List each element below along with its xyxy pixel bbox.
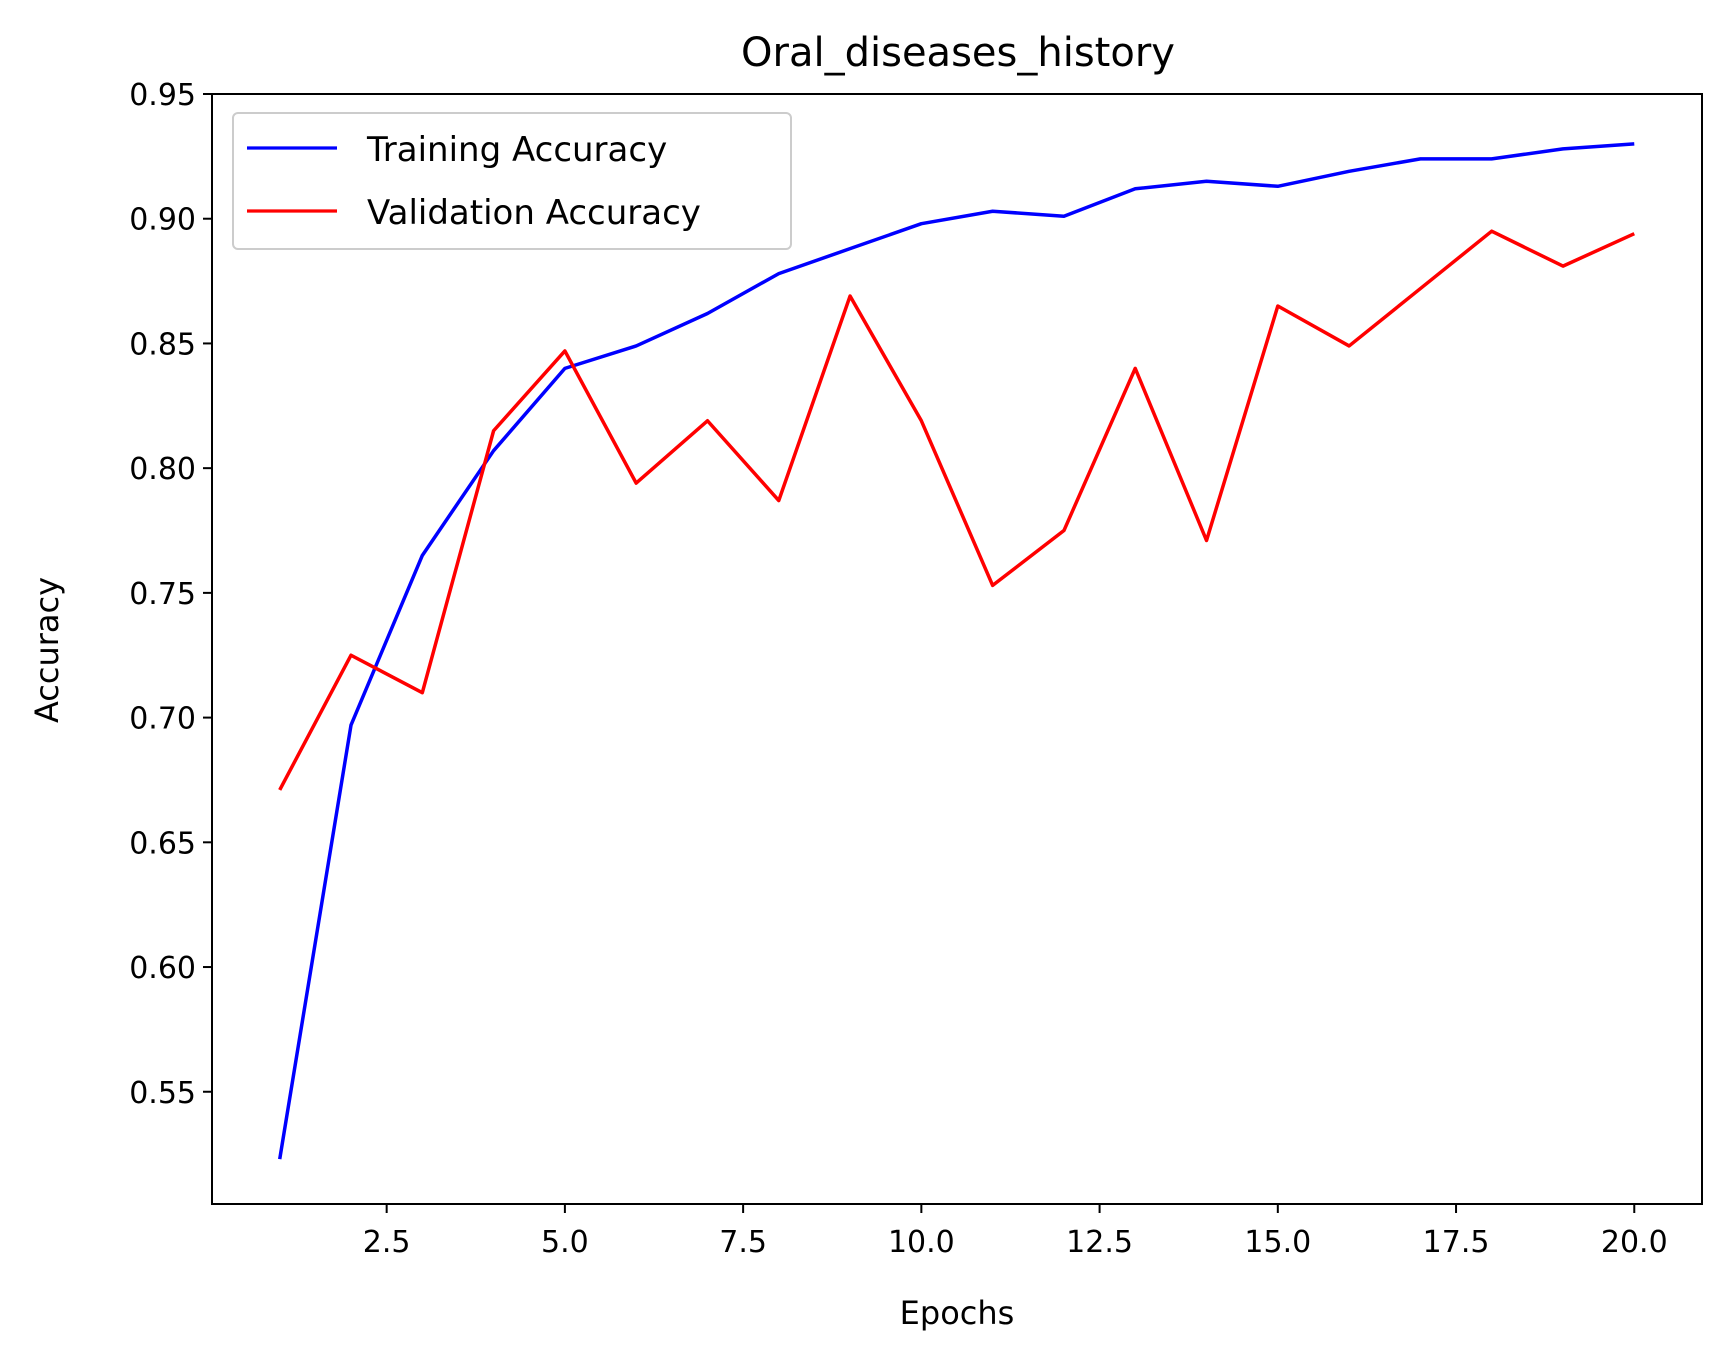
x-tick-label: 2.5 [363,1225,411,1260]
chart-title: Oral_diseases_history [741,30,1175,76]
legend-label-training-accuracy: Training Accuracy [366,130,667,170]
y-axis-label: Accuracy [28,577,66,723]
y-axis: 0.55 0.60 0.65 0.70 0.75 0.80 0.85 0.90 0.95 [129,78,212,1111]
y-tick-label: 0.70 [129,702,196,737]
x-axis-label: Epochs [900,1294,1015,1332]
legend: Training Accuracy Validation Accuracy [232,112,792,250]
x-axis: 2.5 5.0 7.5 10.0 12.5 15.0 17.5 20.0 [363,1204,1668,1260]
x-tick-label: 15.0 [1244,1225,1311,1260]
legend-label-validation-accuracy: Validation Accuracy [367,193,701,233]
x-tick-label: 5.0 [541,1225,589,1260]
x-tick-label: 7.5 [719,1225,767,1260]
series-line-validation-accuracy [278,229,1635,791]
y-tick-label: 0.60 [129,951,196,986]
plot-frame [211,93,1703,1205]
x-tick-label: 12.5 [1066,1225,1133,1260]
y-tick-label: 0.95 [129,78,196,113]
y-tick-label: 0.80 [129,452,196,487]
x-tick-label: 10.0 [888,1225,955,1260]
x-tick-label: 17.5 [1423,1225,1490,1260]
y-tick-label: 0.85 [129,327,196,362]
legend-box [232,112,792,250]
y-tick-label: 0.65 [129,826,196,861]
series-line-training-accuracy [278,142,1635,1160]
y-tick-label: 0.90 [129,203,196,238]
series-layer [278,142,1635,1160]
y-tick-label: 0.55 [129,1076,196,1111]
y-tick-label: 0.75 [129,577,196,612]
x-tick-label: 20.0 [1601,1225,1668,1260]
